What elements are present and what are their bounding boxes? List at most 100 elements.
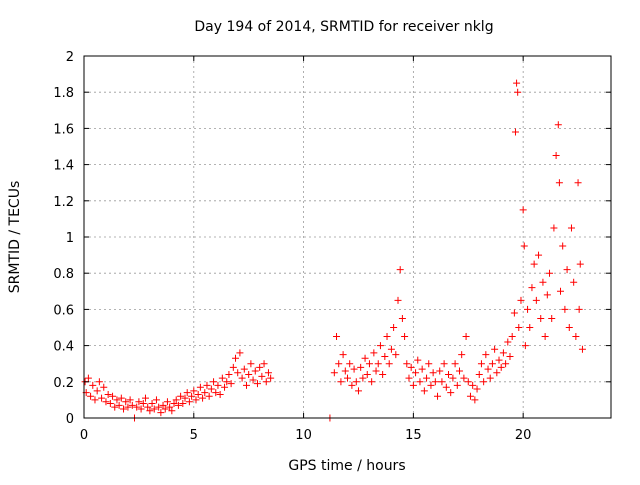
data-point [508,333,516,341]
y-tick-label: 0 [66,412,74,427]
data-point [376,342,384,350]
data-point [504,338,512,346]
data-point [350,365,358,373]
data-point [372,367,380,375]
data-point [396,266,404,274]
data-point [361,354,369,362]
data-point [192,396,200,404]
data-point [144,403,152,411]
data-point [365,360,373,368]
data-point [172,396,180,404]
data-point [218,374,226,382]
data-point [438,378,446,386]
data-point [155,403,163,411]
data-point [207,385,215,393]
data-point [335,360,343,368]
data-point [212,389,220,397]
data-point [161,405,169,413]
data-point [128,401,136,409]
data-point [526,324,534,331]
data-point [552,152,560,160]
data-point [163,398,171,406]
data-point [174,401,182,409]
data-point [423,374,431,382]
y-tick-label: 1 [66,231,74,246]
data-point [466,392,474,400]
x-tick-label: 0 [80,428,88,443]
data-point [370,349,378,357]
data-point [188,392,196,400]
data-point [122,398,130,406]
data-point [104,390,112,398]
data-point [379,371,387,379]
data-point [87,392,95,400]
data-point [357,363,365,371]
data-point [141,394,149,402]
data-point [488,360,496,368]
data-point [576,260,584,268]
data-point [159,401,167,409]
data-point [491,345,499,353]
data-point [126,396,134,404]
data-point [556,287,564,295]
data-point [387,345,395,353]
data-point [383,333,391,341]
data-point [124,403,132,411]
data-point [546,269,554,277]
data-point [333,333,341,341]
data-point [374,360,382,368]
data-point [256,363,264,371]
data-point [524,305,532,313]
data-point [205,392,213,400]
x-tick-label: 10 [295,428,312,443]
data-point [565,324,573,331]
x-axis-label: GPS time / hours [288,458,405,474]
data-point [330,369,338,377]
data-point [497,363,505,371]
data-point [390,324,398,331]
data-point [89,381,97,389]
data-point [469,381,477,389]
grid [84,56,611,418]
data-point [543,291,551,299]
data-point [359,374,367,382]
data-point [535,251,543,259]
data-point [181,394,189,402]
data-point [407,363,415,371]
data-point [146,407,154,415]
data-point [170,400,178,408]
data-point [449,374,457,382]
y-tick-label: 1.4 [53,159,74,174]
data-point [401,333,409,341]
data-point [484,365,492,373]
data-point [368,378,376,386]
data-point [453,381,461,389]
data-point [381,352,389,360]
data-point [520,242,528,250]
data-point [477,360,485,368]
data-point [179,400,187,408]
y-tick-label: 0.2 [53,376,74,391]
data-point [572,333,580,341]
data-point [346,360,354,368]
data-point [113,396,121,404]
data-point [440,360,448,368]
data-point [458,351,466,359]
data-point [451,360,459,368]
data-point [394,296,402,304]
data-point [471,396,479,404]
data-point [455,367,463,375]
data-point [194,390,202,398]
data-point [409,381,417,389]
data-point [414,356,422,364]
data-point [412,369,420,377]
data-point [431,378,439,386]
data-point [100,383,108,391]
data-point [425,360,433,368]
data-point [214,381,222,389]
data-point [567,224,575,232]
chart-title: Day 194 of 2014, SRMTID for receiver nkl… [194,19,493,35]
data-point [258,372,266,380]
data-point [513,79,521,87]
data-point [139,400,147,408]
